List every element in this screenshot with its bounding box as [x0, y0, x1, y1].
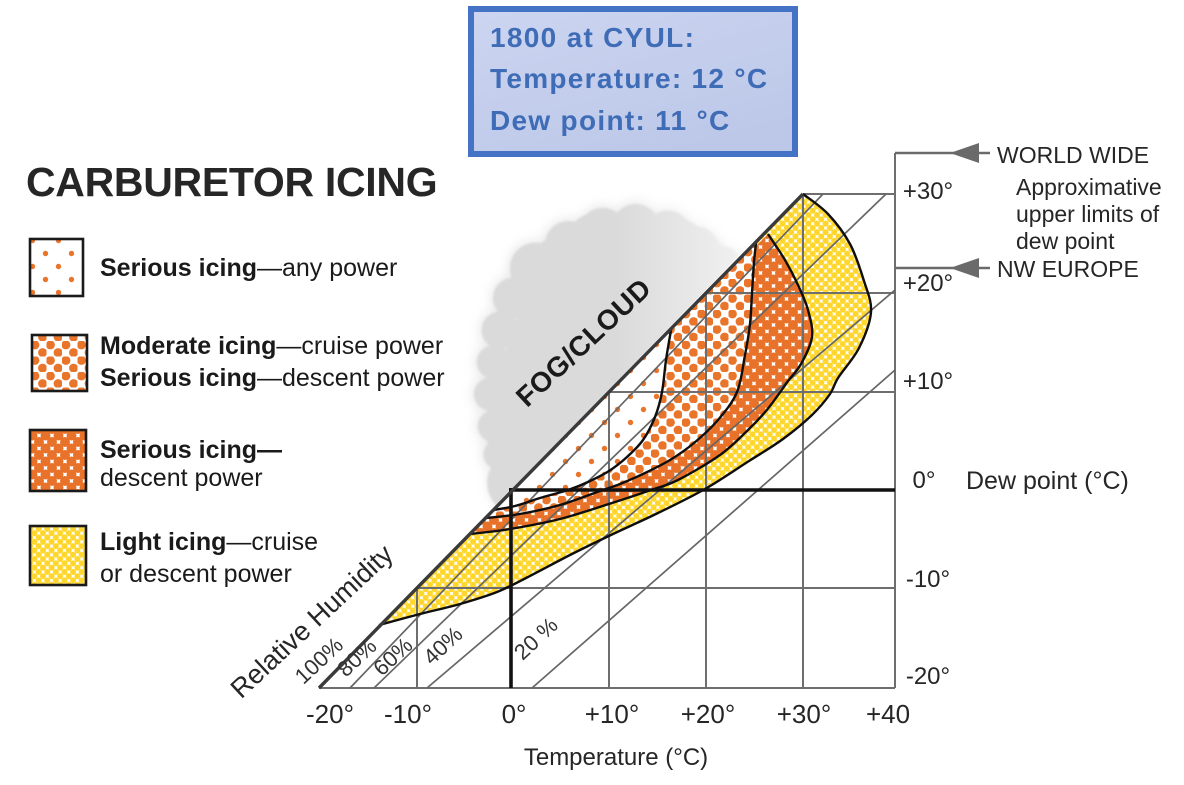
svg-text:Temperature (°C): Temperature (°C): [524, 744, 708, 771]
svg-text:20 %: 20 %: [509, 612, 563, 664]
svg-text:+10°: +10°: [903, 368, 953, 395]
svg-text:Moderate icing—cruise power: Moderate icing—cruise power: [100, 332, 443, 360]
svg-text:0°: 0°: [913, 467, 936, 494]
svg-text:+30°: +30°: [777, 699, 832, 729]
svg-text:-10°: -10°: [384, 699, 432, 729]
svg-text:40%: 40%: [418, 621, 467, 669]
svg-text:Light icing—cruise: Light icing—cruise: [100, 528, 318, 556]
svg-text:1800 at CYUL:: 1800 at CYUL:: [490, 22, 695, 53]
svg-text:WORLD WIDE: WORLD WIDE: [997, 142, 1149, 168]
svg-text:Serious icing—any power: Serious icing—any power: [100, 254, 397, 282]
svg-text:-20°: -20°: [306, 699, 354, 729]
svg-text:NW EUROPE: NW EUROPE: [997, 256, 1139, 282]
svg-text:Dew point: 11 °C: Dew point: 11 °C: [490, 105, 730, 136]
svg-text:upper limits of: upper limits of: [1016, 201, 1160, 227]
svg-text:0°: 0°: [502, 699, 527, 729]
svg-text:+20°: +20°: [903, 270, 953, 297]
svg-text:+10°: +10°: [585, 699, 640, 729]
svg-text:dew point: dew point: [1016, 228, 1115, 254]
svg-text:Dew point (°C): Dew point (°C): [966, 467, 1129, 495]
svg-text:descent power: descent power: [100, 464, 263, 492]
svg-text:-10°: -10°: [906, 566, 950, 593]
svg-text:+40: +40: [866, 699, 910, 729]
svg-text:+20°: +20°: [681, 699, 736, 729]
svg-text:Serious icing—descent power: Serious icing—descent power: [100, 364, 445, 392]
svg-text:60%: 60%: [368, 632, 417, 680]
svg-text:Temperature: 12 °C: Temperature: 12 °C: [490, 63, 768, 94]
svg-text:-20°: -20°: [906, 663, 950, 690]
svg-text:or descent power: or descent power: [100, 560, 292, 588]
svg-text:CARBURETOR ICING: CARBURETOR ICING: [26, 159, 437, 205]
svg-text:Serious icing—: Serious icing—: [100, 436, 282, 464]
svg-text:+30°: +30°: [903, 178, 953, 205]
svg-text:Approximative: Approximative: [1016, 174, 1162, 200]
